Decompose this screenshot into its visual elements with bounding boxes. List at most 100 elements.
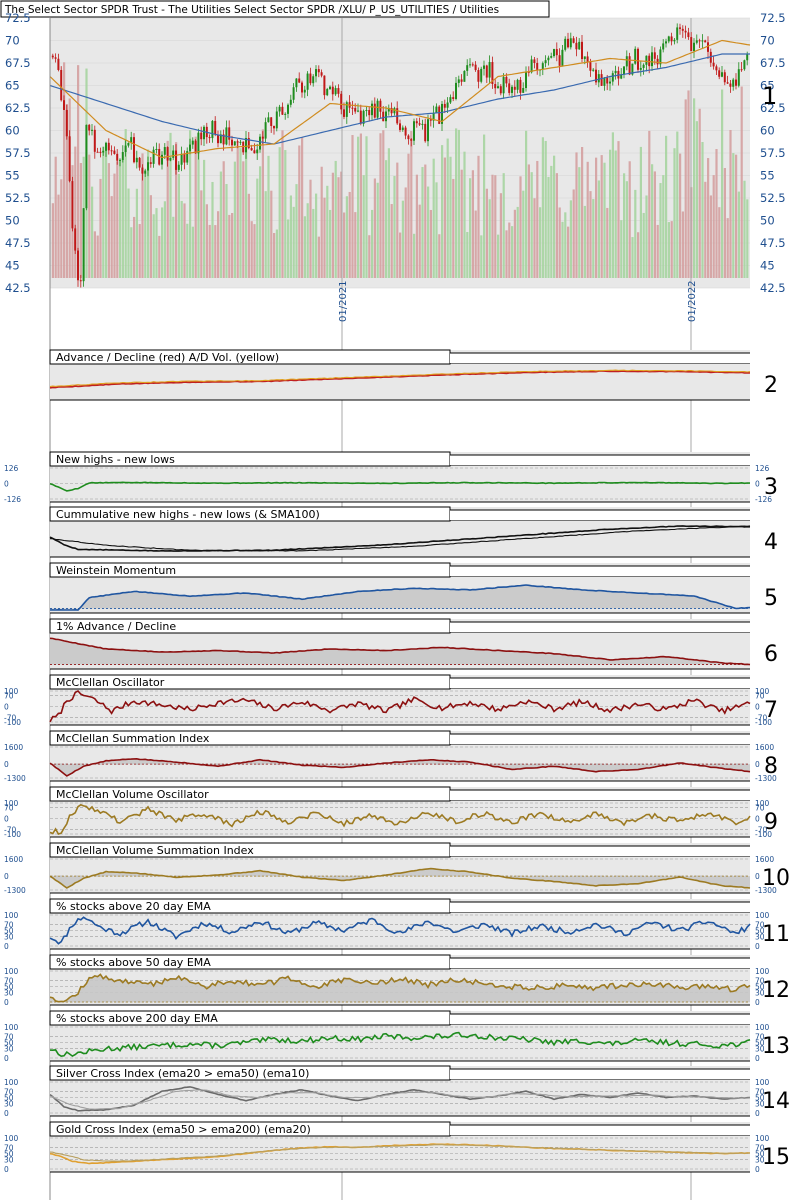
indicator-header-fill xyxy=(450,790,750,800)
volume-bar xyxy=(595,157,598,278)
volume-bar xyxy=(572,189,575,278)
volume-bar xyxy=(527,164,530,278)
volume-bar xyxy=(124,129,127,278)
candle-body xyxy=(662,43,665,50)
volume-bar xyxy=(667,222,670,278)
candle-body xyxy=(673,39,676,42)
price-y-tick-right: 55 xyxy=(760,169,775,183)
indicator-y-tick-left: 0 xyxy=(4,998,9,1007)
volume-bar xyxy=(631,237,634,278)
candle-body xyxy=(264,122,267,139)
volume-bar xyxy=(214,225,217,278)
volume-bar xyxy=(51,203,54,278)
volume-bar xyxy=(558,207,561,278)
candle-body xyxy=(625,56,628,67)
volume-bar xyxy=(513,209,516,278)
volume-bar xyxy=(189,130,192,278)
volume-bar xyxy=(614,150,617,278)
indicator-series-line xyxy=(49,637,751,666)
volume-bar xyxy=(407,153,410,278)
indicator-y-tick-right: 100 xyxy=(755,967,770,976)
candle-body xyxy=(121,152,124,160)
volume-bar xyxy=(365,136,368,278)
candle-body xyxy=(695,40,698,43)
volume-bar xyxy=(679,153,682,278)
chart-title: The Select Sector SPDR Trust - The Utili… xyxy=(4,4,499,16)
indicator-y-tick-right: 1600 xyxy=(755,855,774,864)
volume-bar xyxy=(410,131,413,278)
candle-body xyxy=(659,49,662,65)
candle-body xyxy=(441,103,443,124)
indicator-y-tick-left: 1600 xyxy=(4,855,23,864)
indicator-y-tick-right: -100 xyxy=(755,830,772,839)
volume-bar xyxy=(161,207,164,278)
volume-bar xyxy=(121,158,124,278)
candle-body xyxy=(390,107,393,114)
candle-body xyxy=(726,82,729,84)
candle-body xyxy=(303,89,306,93)
indicator-area-fill xyxy=(50,638,750,665)
volume-bar xyxy=(247,193,250,278)
volume-bar xyxy=(345,196,348,278)
candle-body xyxy=(561,49,564,66)
candle-body xyxy=(639,67,642,70)
volume-bar xyxy=(57,194,60,278)
volume-bar xyxy=(287,219,290,278)
volume-bar xyxy=(77,65,80,278)
volume-bar xyxy=(530,172,533,278)
candle-body xyxy=(491,62,494,85)
volume-bar xyxy=(505,230,508,278)
volume-bar xyxy=(441,145,444,278)
volume-bar xyxy=(740,86,743,278)
volume-bar xyxy=(743,180,746,278)
candle-body xyxy=(261,136,264,139)
volume-bar xyxy=(564,212,567,278)
price-y-tick-right: 45 xyxy=(760,259,775,273)
price-y-tick-right: 72.5 xyxy=(760,11,786,25)
volume-bar xyxy=(211,181,214,278)
volume-bar xyxy=(99,178,102,278)
indicator-y-tick-left: -100 xyxy=(4,718,21,727)
volume-bar xyxy=(662,175,665,278)
indicator-header-fill xyxy=(450,902,750,912)
candle-body xyxy=(606,77,609,84)
volume-bar xyxy=(373,178,376,278)
candle-body xyxy=(687,32,690,38)
volume-bar xyxy=(721,89,724,278)
volume-bar xyxy=(284,150,287,278)
volume-bar xyxy=(404,187,407,278)
candle-body xyxy=(379,100,382,112)
indicator-area-fill xyxy=(50,585,750,610)
candle-body xyxy=(477,70,480,82)
indicator-header-fill xyxy=(450,1014,750,1024)
volume-bar xyxy=(592,199,595,278)
candle-body xyxy=(631,63,634,75)
volume-bar xyxy=(474,210,477,278)
candle-body xyxy=(96,151,99,153)
volume-bar xyxy=(217,211,220,278)
indicator-y-tick-left: -70 xyxy=(4,713,16,722)
indicator-y-tick-right: 100 xyxy=(755,687,770,696)
indicator-y-tick-right: -70 xyxy=(755,713,767,722)
candle-body xyxy=(149,162,152,164)
indicator-y-tick-left: 30 xyxy=(4,989,14,998)
candle-body xyxy=(317,69,320,73)
candle-body xyxy=(368,110,371,116)
price-y-tick-right: 47.5 xyxy=(760,236,786,250)
candle-body xyxy=(298,78,301,83)
volume-bar xyxy=(320,166,323,278)
indicator-y-tick-right: 50 xyxy=(755,983,765,992)
price-y-tick-left: 60 xyxy=(5,124,20,138)
volume-bar xyxy=(312,208,315,278)
candle-body xyxy=(301,82,303,93)
candle-body xyxy=(684,30,687,33)
volume-bar xyxy=(200,190,203,278)
indicator-header-fill xyxy=(450,353,750,363)
volume-bar xyxy=(169,132,172,278)
candle-body xyxy=(511,86,513,93)
candle-body xyxy=(740,69,743,71)
volume-bar xyxy=(65,104,68,279)
indicator-y-tick-left: 100 xyxy=(4,1078,19,1087)
indicator-y-tick-right: 70 xyxy=(755,692,765,701)
sma-slow-line xyxy=(49,53,750,145)
